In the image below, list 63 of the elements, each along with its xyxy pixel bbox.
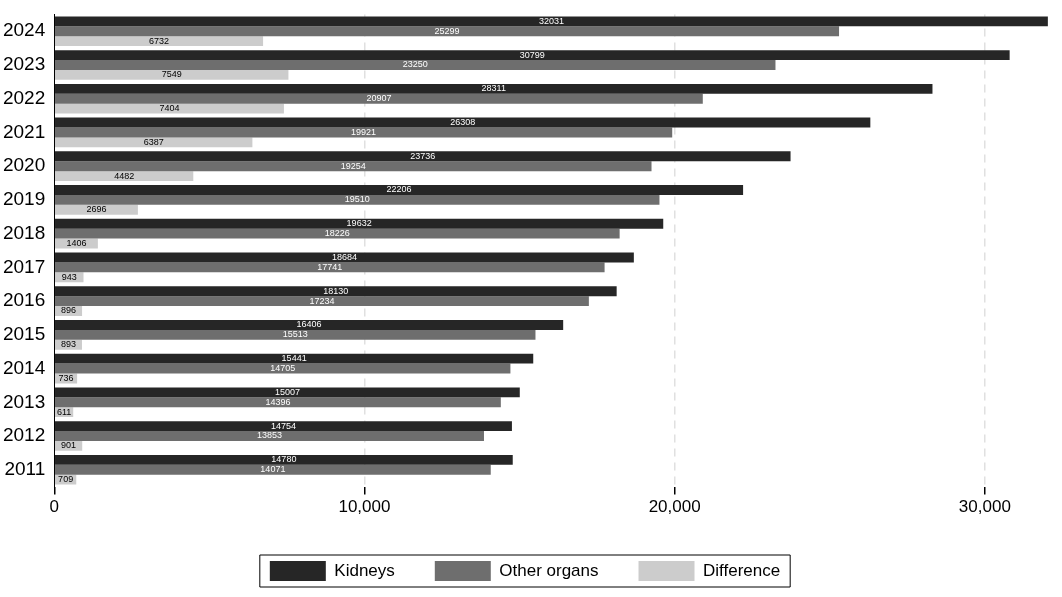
data-label: 32031 (538, 15, 564, 26)
data-label: 6387 (143, 136, 164, 147)
data-label: 19510 (344, 194, 370, 205)
data-label: 611 (56, 406, 72, 417)
data-label: 17741 (317, 261, 343, 272)
data-label: 943 (61, 271, 77, 282)
data-label: 4482 (114, 170, 135, 181)
data-label: 15007 (274, 386, 300, 397)
x-tick-label: 20,000 (648, 497, 701, 517)
data-label: 16406 (296, 319, 322, 330)
x-tick-label: 10,000 (338, 497, 391, 517)
data-label: 15441 (281, 353, 307, 364)
data-label: 18684 (331, 251, 357, 262)
y-tick-label: 2019 (2, 188, 46, 210)
y-tick-label: 2014 (2, 356, 46, 378)
data-label: 23736 (410, 150, 436, 161)
data-label: 14396 (265, 396, 291, 407)
data-label: 26308 (450, 117, 476, 128)
data-label: 14071 (260, 464, 286, 475)
data-label: 22206 (386, 184, 412, 195)
data-label: 736 (58, 372, 74, 383)
data-label: 25299 (434, 25, 460, 36)
legend-label: Difference (703, 560, 781, 580)
y-tick-label: 2018 (2, 221, 46, 243)
data-label: 7549 (161, 69, 182, 80)
data-label: 14705 (270, 363, 296, 374)
data-label: 1406 (66, 238, 87, 249)
y-tick-label: 2013 (2, 390, 46, 412)
x-tick-label: 30,000 (958, 497, 1011, 517)
data-label: 7404 (159, 103, 180, 114)
data-label: 20907 (366, 93, 392, 104)
data-label: 17234 (309, 295, 335, 306)
data-label: 18130 (323, 285, 349, 296)
data-label: 19254 (340, 160, 366, 171)
data-label: 15513 (282, 329, 308, 340)
legend-label: Other organs (499, 560, 599, 580)
y-tick-label: 2020 (2, 154, 46, 176)
y-tick-label: 2015 (2, 323, 46, 345)
data-label: 896 (61, 305, 77, 316)
data-label: 19632 (346, 218, 372, 229)
legend-label: Kidneys (334, 560, 395, 580)
y-tick-label: 2024 (2, 19, 46, 41)
data-label: 14754 (270, 420, 296, 431)
data-label: 6732 (149, 35, 170, 46)
data-label: 13853 (256, 430, 283, 441)
y-tick-label: 2023 (2, 53, 46, 75)
data-label: 18226 (324, 228, 350, 239)
y-tick-label: 2016 (2, 289, 46, 311)
data-label: 893 (60, 339, 77, 350)
y-tick-label: 2021 (2, 120, 46, 142)
x-tick-label: 0 (49, 497, 59, 517)
y-tick-label: 2012 (2, 424, 46, 446)
y-tick-label: 2017 (2, 255, 46, 277)
y-tick-label: 2022 (2, 86, 46, 108)
data-label: 709 (58, 474, 74, 485)
data-label: 901 (61, 440, 77, 451)
data-label: 14780 (271, 454, 297, 465)
data-label: 28311 (481, 83, 506, 94)
data-label: 30799 (519, 49, 545, 60)
data-label: 23250 (402, 59, 428, 70)
data-label: 2696 (86, 204, 107, 215)
y-tick-label: 2011 (4, 457, 46, 479)
data-label: 19921 (351, 126, 377, 137)
